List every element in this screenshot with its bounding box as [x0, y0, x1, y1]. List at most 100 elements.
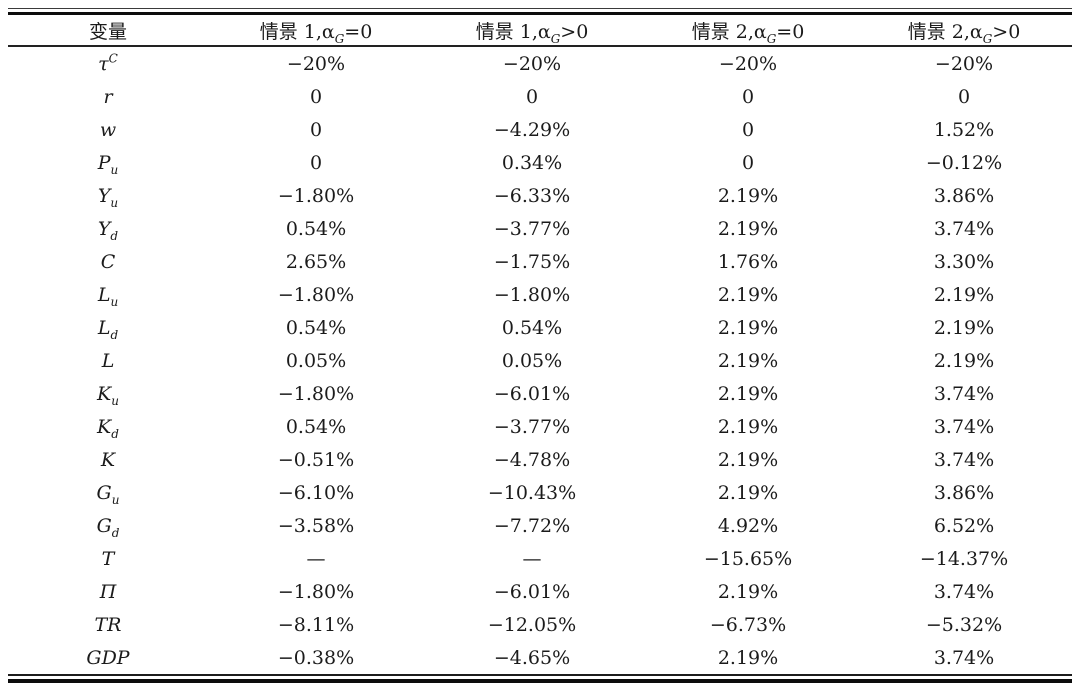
- variable-cell: Kd: [97, 415, 119, 441]
- value-cell: 2.19%: [717, 184, 779, 207]
- variable-cell: TR: [94, 613, 122, 636]
- value-cell: 0: [957, 85, 971, 108]
- table-row: Ku −1.80% −6.01% 2.19% 3.74%: [8, 377, 1072, 410]
- value-cell: 0: [309, 118, 323, 141]
- value-cell: 2.19%: [933, 283, 995, 306]
- value-cell: 0.05%: [501, 349, 563, 372]
- value-cell: −3.58%: [277, 514, 355, 537]
- variable-cell: Gu: [96, 481, 120, 507]
- variable-cell: C: [100, 250, 116, 273]
- value-cell: −7.72%: [493, 514, 571, 537]
- value-cell: 3.74%: [933, 580, 995, 603]
- value-cell: −6.01%: [493, 382, 571, 405]
- value-cell: 0.05%: [285, 349, 347, 372]
- value-cell: −0.51%: [277, 448, 355, 471]
- value-cell: 0: [741, 85, 755, 108]
- value-cell: 3.86%: [933, 481, 995, 504]
- variable-cell: T: [101, 547, 115, 570]
- variable-cell: Π: [99, 580, 117, 603]
- value-cell: 3.30%: [933, 250, 995, 273]
- value-cell: 6.52%: [933, 514, 995, 537]
- table-row: K −0.51% −4.78% 2.19% 3.74%: [8, 443, 1072, 476]
- value-cell: −1.80%: [277, 184, 355, 207]
- bottom-rule-thick: [8, 679, 1072, 683]
- variable-cell: w: [99, 118, 117, 141]
- value-cell: 3.74%: [933, 415, 995, 438]
- table-row: L 0.05% 0.05% 2.19% 2.19%: [8, 344, 1072, 377]
- value-cell: 2.19%: [717, 481, 779, 504]
- value-cell: 2.19%: [717, 646, 779, 669]
- bottom-rule-thin: [8, 674, 1072, 676]
- value-cell: −14.37%: [919, 547, 1009, 570]
- value-cell: 0.54%: [285, 217, 347, 240]
- value-cell: 1.76%: [717, 250, 779, 273]
- value-cell: 0: [741, 151, 755, 174]
- value-cell: −15.65%: [703, 547, 793, 570]
- table-row: Kd 0.54% −3.77% 2.19% 3.74%: [8, 410, 1072, 443]
- variable-cell: Yd: [97, 217, 119, 243]
- value-cell: −20%: [502, 52, 562, 75]
- value-cell: 3.74%: [933, 448, 995, 471]
- table-row: Ld 0.54% 0.54% 2.19% 2.19%: [8, 311, 1072, 344]
- value-cell: 0.54%: [501, 316, 563, 339]
- variable-cell: K: [100, 448, 116, 471]
- col-header-variable: 变量: [8, 15, 208, 47]
- value-cell: 2.65%: [285, 250, 347, 273]
- results-table: 变量 情景 1,αG=0 情景 1,αG>0 情景 2,αG=0 情景 2,αG>0 …: [8, 15, 1072, 674]
- value-cell: 2.19%: [717, 217, 779, 240]
- value-cell: 3.86%: [933, 184, 995, 207]
- value-cell: 0.34%: [501, 151, 563, 174]
- value-cell: −0.38%: [277, 646, 355, 669]
- value-cell: −6.01%: [493, 580, 571, 603]
- value-cell: −6.10%: [277, 481, 355, 504]
- value-cell: 2.19%: [717, 382, 779, 405]
- value-cell: 3.74%: [933, 646, 995, 669]
- value-cell: −1.80%: [277, 580, 355, 603]
- value-cell: 0: [741, 118, 755, 141]
- value-cell: 1.52%: [933, 118, 995, 141]
- top-rule-thin: [8, 8, 1072, 9]
- value-cell: 2.19%: [717, 349, 779, 372]
- variable-cell: Ku: [97, 382, 119, 408]
- table-row: C 2.65% −1.75% 1.76% 3.30%: [8, 245, 1072, 278]
- table-row: r 0 0 0 0: [8, 80, 1072, 113]
- value-cell: −3.77%: [493, 415, 571, 438]
- value-cell: −1.80%: [277, 382, 355, 405]
- table-row: Pu 0 0.34% 0 −0.12%: [8, 146, 1072, 179]
- value-cell: 2.19%: [933, 316, 995, 339]
- col-header-scenario-2: 情景 1,αG>0: [424, 15, 640, 47]
- table-row: Lu −1.80% −1.80% 2.19% 2.19%: [8, 278, 1072, 311]
- value-cell: −5.32%: [925, 613, 1003, 636]
- value-cell: 0.54%: [285, 415, 347, 438]
- value-cell: −20%: [718, 52, 778, 75]
- value-cell: −1.75%: [493, 250, 571, 273]
- value-cell: −20%: [934, 52, 994, 75]
- value-cell: —: [522, 547, 542, 570]
- value-cell: 2.19%: [717, 283, 779, 306]
- table-row: Yu −1.80% −6.33% 2.19% 3.86%: [8, 179, 1072, 212]
- col-header-scenario-3: 情景 2,αG=0: [640, 15, 856, 47]
- variable-cell: GDP: [86, 646, 130, 669]
- value-cell: −20%: [286, 52, 346, 75]
- value-cell: −10.43%: [487, 481, 577, 504]
- table-body: τC −20% −20% −20% −20% r 0 0 0 0 w 0 −4.29% 0 1.52% Pu 0…: [8, 46, 1072, 674]
- value-cell: −8.11%: [277, 613, 355, 636]
- variable-cell: Yu: [97, 184, 119, 210]
- table-row: T — — −15.65% −14.37%: [8, 542, 1072, 575]
- col-header-scenario-4: 情景 2,αG>0: [856, 15, 1072, 47]
- variable-cell: Gd: [96, 514, 120, 540]
- value-cell: 0.54%: [285, 316, 347, 339]
- variable-cell: Lu: [97, 283, 119, 309]
- value-cell: −4.65%: [493, 646, 571, 669]
- value-cell: 0: [525, 85, 539, 108]
- value-cell: 4.92%: [717, 514, 779, 537]
- value-cell: 2.19%: [717, 580, 779, 603]
- table-row: Gd −3.58% −7.72% 4.92% 6.52%: [8, 509, 1072, 542]
- variable-cell: L: [101, 349, 115, 372]
- variable-cell: r: [103, 85, 113, 108]
- value-cell: −0.12%: [925, 151, 1003, 174]
- value-cell: —: [306, 547, 326, 570]
- value-cell: 2.19%: [933, 349, 995, 372]
- variable-cell: Pu: [97, 151, 119, 177]
